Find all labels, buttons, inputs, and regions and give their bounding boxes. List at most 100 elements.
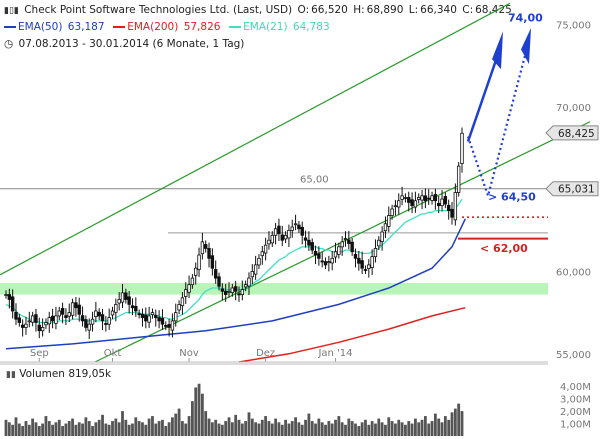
- volume-bar: [184, 423, 188, 436]
- candle-body: [260, 251, 264, 257]
- candle-body: [357, 257, 361, 264]
- candle: [313, 245, 318, 265]
- candle-body: [323, 261, 328, 266]
- volume-bar: [220, 424, 224, 436]
- volume-bar: [284, 419, 287, 436]
- candle-body: [313, 251, 318, 256]
- candle: [97, 308, 101, 321]
- candle-body: [50, 315, 55, 322]
- candle: [30, 311, 35, 327]
- ema21-label: EMA(21): [243, 21, 288, 33]
- candle-body: [443, 196, 448, 205]
- candle: [407, 191, 411, 212]
- volume-bar: [34, 422, 38, 436]
- candle: [240, 280, 245, 301]
- candle-body: [297, 224, 301, 230]
- price-tag-box: [545, 181, 599, 197]
- candle-body: [393, 205, 398, 208]
- candle-body: [54, 315, 58, 324]
- volume-bar: [447, 419, 451, 436]
- candle: [7, 288, 12, 309]
- volume-bar: [457, 403, 461, 436]
- arrow-up-head: [492, 31, 503, 70]
- candle-body: [220, 288, 225, 292]
- target-74-label: 74,00: [508, 11, 543, 24]
- candle: [130, 298, 135, 316]
- candle: [233, 280, 238, 301]
- volume-bar: [230, 422, 234, 436]
- ema200-label: EMA(200): [127, 21, 179, 33]
- volume-bar: [144, 424, 148, 436]
- period-range: 07.08.2013 - 30.01.2014 (6 Monate, 1 Tag…: [18, 38, 245, 50]
- candle: [267, 231, 271, 250]
- candle-body: [90, 318, 95, 325]
- candle: [287, 224, 291, 247]
- volume-tick-label: 2,00M: [560, 407, 591, 418]
- level-65-label: 65,00: [300, 175, 329, 186]
- candle: [397, 193, 401, 215]
- volume-bar: [334, 419, 337, 436]
- candle: [433, 188, 438, 210]
- candle: [373, 239, 378, 263]
- volume-bar: [177, 408, 181, 436]
- candle: [260, 245, 264, 265]
- candle-body: [363, 269, 368, 271]
- candle: [237, 286, 241, 302]
- volume-bar: [247, 412, 251, 436]
- candle-body: [237, 293, 241, 296]
- volume-bar: [47, 421, 51, 436]
- volume-bar: [24, 421, 28, 436]
- candle-body: [367, 264, 371, 269]
- candle-body: [10, 296, 15, 312]
- close-label: C:: [462, 4, 474, 16]
- candle: [427, 189, 431, 205]
- candle: [367, 259, 371, 278]
- candle-body: [247, 277, 251, 287]
- x-tick-label: Nov: [179, 348, 199, 359]
- candle-body: [407, 197, 411, 203]
- header-line-2: EMA(50) 63,187 EMA(200) 57,826 EMA(21) 6…: [4, 21, 332, 33]
- candle-body: [64, 315, 68, 318]
- candle: [340, 236, 344, 256]
- volume-bar: [200, 393, 204, 436]
- candle: [343, 231, 348, 247]
- candle-body: [303, 237, 308, 241]
- volume-bar: [437, 418, 441, 436]
- volume-bar: [267, 421, 271, 436]
- candle: [380, 226, 384, 251]
- candle-body: [233, 286, 238, 292]
- volume-bar: [91, 426, 94, 436]
- candle-body: [94, 310, 98, 317]
- candle: [400, 186, 404, 206]
- volume-bar: [131, 423, 134, 436]
- candle-body: [380, 231, 384, 242]
- candle-body: [130, 305, 135, 309]
- candle-body: [333, 251, 338, 258]
- candle: [60, 302, 65, 324]
- volume-bar: [423, 416, 427, 436]
- candle-body: [97, 311, 101, 317]
- candle: [413, 191, 418, 213]
- ema200-swatch: [113, 26, 126, 28]
- low-value: 66,340: [420, 4, 457, 16]
- volume-bar: [330, 423, 334, 436]
- candle-body: [164, 325, 168, 327]
- candle-body: [267, 239, 271, 245]
- candle: [263, 237, 268, 261]
- volume-bar: [21, 426, 25, 436]
- candle-body: [207, 248, 211, 259]
- candle-body: [14, 311, 18, 320]
- candle: [443, 192, 448, 209]
- candle: [330, 250, 334, 271]
- candle: [460, 127, 464, 173]
- volume-bar: [44, 416, 48, 436]
- volume-bar: [137, 421, 141, 436]
- candle-body: [310, 242, 314, 251]
- candle: [47, 311, 51, 333]
- candle-body: [117, 299, 121, 304]
- candle-body: [320, 260, 324, 263]
- volume-bar: [320, 422, 324, 436]
- candle-body: [227, 290, 231, 293]
- candle-body: [413, 200, 418, 208]
- candle-body: [44, 322, 48, 326]
